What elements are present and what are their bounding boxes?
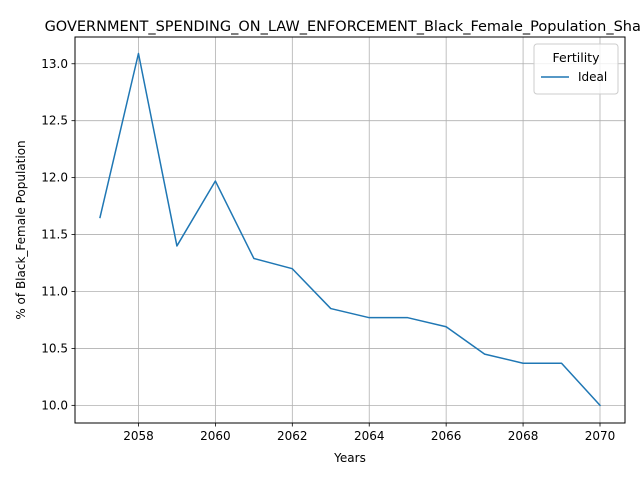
plot-area-frame: [74, 36, 626, 424]
y-axis-label: % of Black_Female Population: [14, 140, 28, 319]
y-tick-label: 12.0: [41, 171, 68, 185]
x-tick-label: 2064: [354, 429, 385, 443]
series-layer: [99, 52, 602, 407]
x-tick-label: 2058: [123, 429, 154, 443]
y-tick-label: 10.5: [41, 341, 68, 355]
y-tick-label: 10.0: [41, 398, 68, 412]
y-tick-label: 13.0: [41, 57, 68, 71]
legend-title: Fertility: [553, 50, 601, 65]
y-axis: 10.0 10.5 11.0 11.5 12.0 12.5 13.0: [41, 57, 75, 412]
x-axis-label: Years: [333, 451, 366, 465]
series-line-ideal: [99, 52, 602, 407]
x-tick-label: 2068: [508, 429, 539, 443]
legend-box: [533, 43, 619, 95]
y-tick-label: 11.5: [41, 228, 68, 242]
chart-title: GOVERNMENT_SPENDING_ON_LAW_ENFORCEMENT_B…: [45, 19, 640, 35]
x-tick-label: 2062: [277, 429, 308, 443]
x-tick-label: 2066: [431, 429, 462, 443]
y-tick-label: 11.0: [41, 284, 68, 298]
x-tick-label: 2070: [585, 429, 616, 443]
legend-label: Ideal: [578, 70, 607, 84]
legend: Fertility Ideal: [533, 43, 619, 95]
x-tick-label: 2060: [200, 429, 231, 443]
grid: [75, 37, 625, 423]
y-tick-label: 12.5: [41, 114, 68, 128]
x-axis: 2058 2060 2062 2064 2066 2068 2070: [123, 423, 615, 443]
